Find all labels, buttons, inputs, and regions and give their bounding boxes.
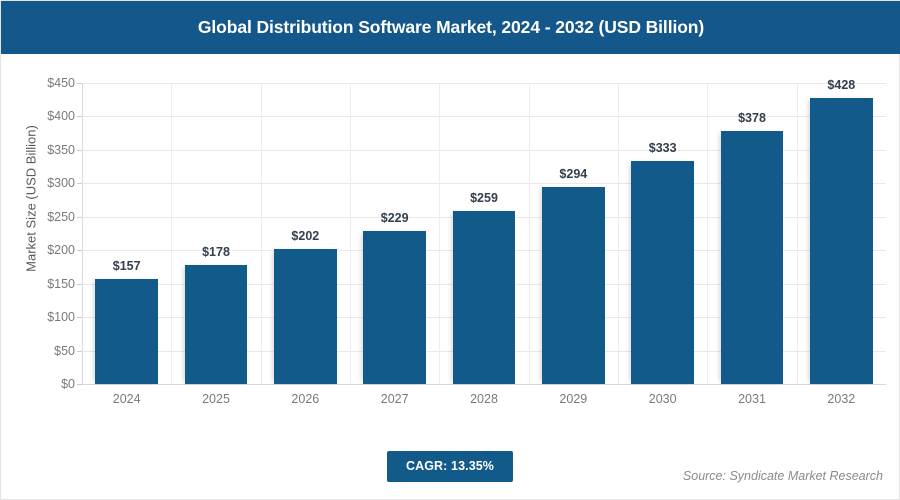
bar-value-label: $333 xyxy=(648,141,677,156)
x-axis-tick-label: 2031 xyxy=(738,392,766,406)
bar-value-label: $202 xyxy=(291,228,320,243)
bar-value-label: $428 xyxy=(827,77,856,92)
x-axis-tick-label: 2024 xyxy=(112,392,141,406)
category-separator xyxy=(618,83,619,384)
page-title: Global Distribution Software Market, 202… xyxy=(197,17,705,37)
y-axis-tick-label: $50 xyxy=(54,343,75,358)
x-axis-tick-label: 2030 xyxy=(648,392,677,406)
bar-value-label: $294 xyxy=(559,167,588,182)
category-separator xyxy=(439,83,441,384)
y-axis-tick-mark xyxy=(77,250,82,252)
y-axis-tick-mark xyxy=(77,350,82,352)
bar-value-label: $178 xyxy=(202,244,230,259)
category-separator xyxy=(260,83,262,384)
y-axis-tick-label: $0 xyxy=(61,377,75,391)
category-separator xyxy=(528,83,530,384)
x-axis-tick-label: 2026 xyxy=(291,392,320,406)
x-axis-tick-label: 2029 xyxy=(559,392,588,406)
gridline xyxy=(82,183,886,185)
bar[interactable] xyxy=(274,248,337,384)
y-axis-tick-mark xyxy=(77,216,82,218)
y-axis-tick-label: $200 xyxy=(47,243,75,258)
category-separator xyxy=(171,83,173,384)
bar[interactable] xyxy=(95,279,158,384)
gridline xyxy=(82,384,886,385)
y-axis-tick-mark xyxy=(77,149,82,151)
y-axis-tick-mark xyxy=(77,384,82,385)
y-axis-tick-labels: $0 $50 $100 $150 $200 $250 $300 $350 $400 $450 xyxy=(1,76,75,391)
y-axis-tick-label: $350 xyxy=(47,142,75,157)
y-axis-tick-mark xyxy=(77,116,82,118)
x-axis-tick-label: 2027 xyxy=(380,392,409,406)
y-axis-tick-mark xyxy=(77,183,82,185)
y-axis-tick-label: $450 xyxy=(47,76,75,90)
source-note: Source: Syndicate Market Research xyxy=(682,469,883,483)
category-separator xyxy=(796,83,798,384)
bar[interactable] xyxy=(810,97,873,384)
bar[interactable] xyxy=(631,161,694,384)
y-axis-tick-marks xyxy=(1,83,82,385)
x-axis-tick-label: 2032 xyxy=(827,392,856,406)
gridline xyxy=(82,83,886,84)
plot-area xyxy=(82,83,886,385)
bar-value-label: $259 xyxy=(470,190,498,205)
y-axis-tick-label: $400 xyxy=(47,109,75,124)
bar[interactable] xyxy=(363,230,426,384)
y-axis-tick-label: $300 xyxy=(47,176,75,191)
gridline xyxy=(82,116,886,118)
bar-value-label: $378 xyxy=(738,111,766,126)
bar[interactable] xyxy=(184,264,248,384)
category-separator xyxy=(350,83,351,384)
cagr-badge: CAGR: 13.35% xyxy=(386,451,514,482)
y-axis-tick-mark xyxy=(77,83,82,84)
x-axis-tick-label: 2025 xyxy=(202,392,230,406)
bar-value-label: $229 xyxy=(380,210,409,225)
x-axis-tick-label: 2028 xyxy=(470,392,498,406)
y-axis-tick-mark xyxy=(77,283,82,285)
gridline xyxy=(82,149,886,151)
chart-header-band xyxy=(1,1,900,54)
category-separator xyxy=(707,83,709,384)
y-axis-tick-mark xyxy=(77,317,82,319)
y-axis-spine xyxy=(82,83,83,384)
bar[interactable] xyxy=(542,187,605,384)
y-axis-tick-label: $100 xyxy=(47,310,75,325)
bar[interactable] xyxy=(720,131,784,384)
bar[interactable] xyxy=(452,210,516,384)
y-axis-tick-label: $150 xyxy=(47,276,75,291)
bar-value-label: $157 xyxy=(112,258,141,273)
y-axis-tick-label: $250 xyxy=(47,209,75,224)
